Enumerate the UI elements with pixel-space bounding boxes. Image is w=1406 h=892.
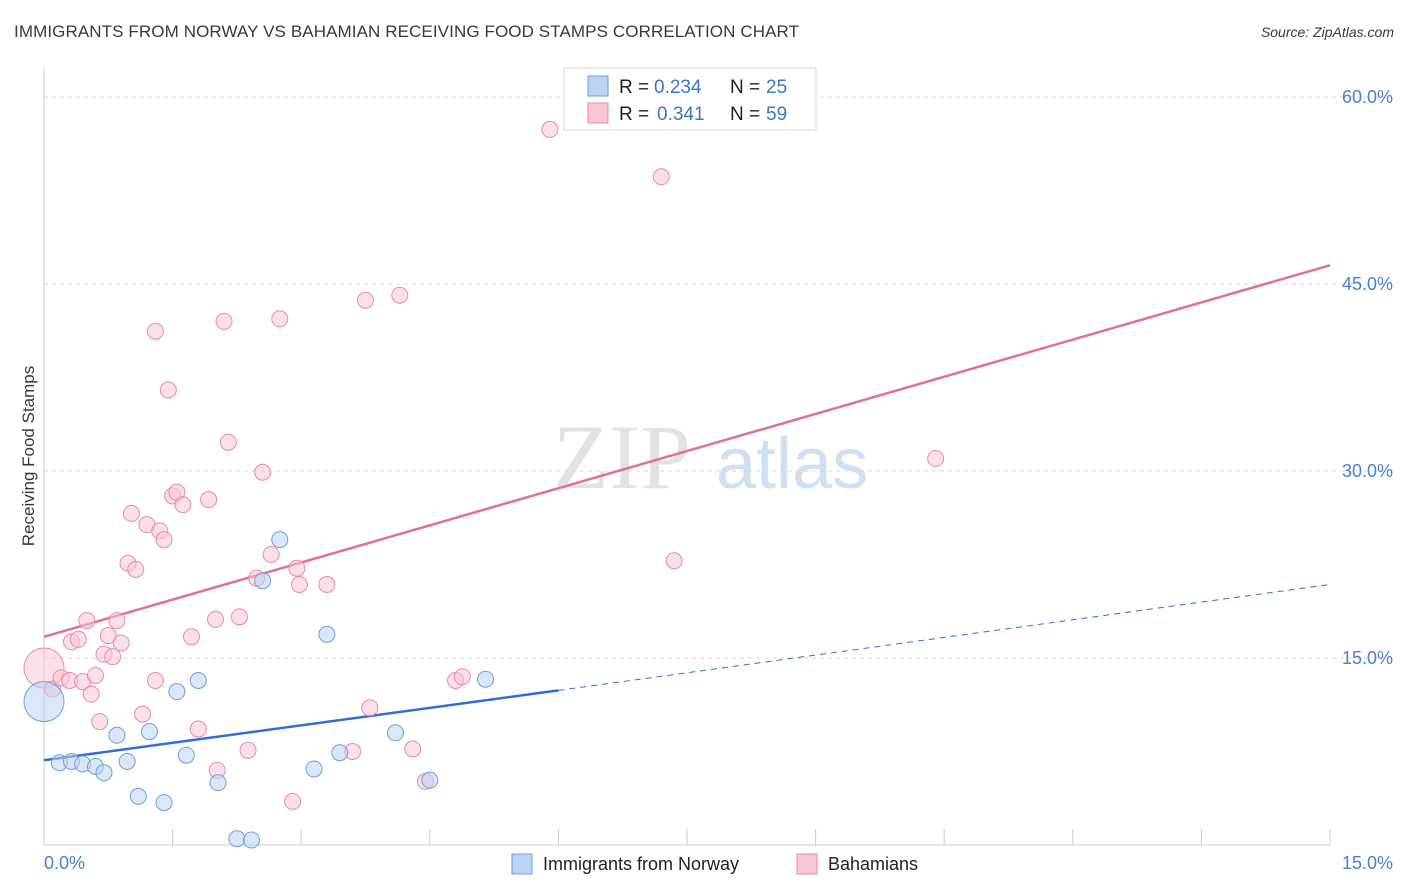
y-tick-label: 60.0%: [1342, 87, 1393, 107]
norway-point: [305, 760, 323, 778]
grid-lines: [44, 96, 1393, 659]
norway-point: [271, 531, 289, 549]
legend-r-label-bahamians: R =: [619, 104, 649, 125]
bahamians-point: [453, 668, 471, 686]
bahamians-point: [82, 685, 100, 703]
source-credit: Source: ZipAtlas.com: [1260, 24, 1394, 40]
bahamians-point: [215, 312, 233, 330]
bahamians-point: [284, 792, 302, 810]
norway-point: [421, 771, 439, 789]
bahamians-point: [219, 433, 237, 451]
norway-point: [331, 744, 349, 762]
norway-point: [23, 681, 65, 723]
norway-point: [140, 723, 158, 741]
legend-r-label-norway: R =: [619, 77, 649, 98]
bahamians-point: [122, 504, 140, 522]
y-tick-labels: 15.0% 30.0% 45.0% 60.0%: [1342, 87, 1393, 668]
norway-point: [189, 671, 207, 689]
bahamians-point: [86, 666, 104, 684]
legend-n-value-norway: 25: [766, 77, 787, 98]
legend-swatch-norway: [587, 75, 609, 97]
data-points: [23, 120, 945, 849]
norway-point: [228, 830, 246, 848]
bahamians-point: [112, 634, 130, 652]
norway-point: [477, 670, 495, 688]
bahamians-point: [254, 463, 272, 481]
bahamians-point: [155, 531, 173, 549]
bahamians-point: [541, 120, 559, 138]
legend-r-value-bahamians: 0.341: [657, 104, 705, 125]
y-axis-title: Receiving Food Stamps: [19, 366, 38, 546]
bahamians-point: [206, 610, 224, 628]
norway-point: [177, 746, 195, 764]
bottom-legend-label-bahamians: Bahamians: [828, 854, 918, 874]
legend-n-label-norway: N =: [730, 77, 760, 98]
x-tick-label-min: 0.0%: [44, 853, 85, 873]
bahamians-point: [230, 608, 248, 626]
legend-n-value-bahamians: 59: [766, 104, 787, 125]
bahamians-point: [159, 381, 177, 399]
legend-n-label-bahamians: N =: [730, 104, 760, 125]
y-tick-label: 30.0%: [1342, 461, 1393, 481]
bahamians-point: [78, 612, 96, 630]
bahamians-point: [665, 552, 683, 570]
bahamians-point: [391, 286, 409, 304]
y-tick-label: 15.0%: [1342, 648, 1393, 668]
norway-point: [318, 625, 336, 643]
norway-point: [129, 787, 147, 805]
bahamians-point: [182, 628, 200, 646]
bahamians-point: [652, 168, 670, 186]
norway-point: [254, 572, 272, 590]
chart-title: IMMIGRANTS FROM NORWAY VS BAHAMIAN RECEI…: [14, 22, 800, 41]
bahamians-point: [239, 741, 257, 759]
bahamians-point: [174, 496, 192, 514]
bottom-legend-swatch-norway: [511, 853, 533, 875]
bahamians-point: [69, 630, 87, 648]
bottom-legend: Immigrants from Norway Bahamians: [511, 853, 918, 875]
norway-point: [242, 831, 260, 849]
norway-point: [108, 726, 126, 744]
bahamians-point: [99, 627, 117, 645]
x-tick-label-max: 15.0%: [1342, 853, 1393, 873]
bahamians-point: [290, 575, 308, 593]
watermark-atlas: atlas: [716, 424, 868, 504]
bahamians-point: [108, 612, 126, 630]
bahamians-point: [104, 648, 122, 666]
norway-point: [155, 794, 173, 812]
legend-box: R = 0.234 N = 25 R = 0.341 N = 59: [563, 67, 817, 131]
bahamians-point: [288, 559, 306, 577]
legend-r-value-norway: 0.234: [654, 77, 702, 98]
legend-swatch-bahamians: [587, 102, 609, 124]
bahamians-point: [127, 560, 145, 578]
bahamians-point: [134, 705, 152, 723]
bahamians-point: [146, 671, 164, 689]
bahamians-point: [262, 546, 280, 564]
bahamians-point: [189, 720, 207, 738]
bottom-legend-label-norway: Immigrants from Norway: [543, 854, 739, 874]
norway-point: [209, 774, 227, 792]
bahamians-point: [146, 322, 164, 340]
trend-line-bahamians: [43, 264, 1331, 639]
norway-point: [118, 752, 136, 770]
bahamians-point: [404, 740, 422, 758]
bahamians-point: [271, 310, 289, 328]
norway-point: [387, 724, 405, 742]
norway-point: [95, 764, 113, 782]
bahamians-point: [91, 713, 109, 731]
bahamians-point: [357, 291, 374, 309]
y-tick-label: 45.0%: [1342, 274, 1393, 294]
bottom-legend-swatch-bahamians: [796, 853, 818, 875]
bahamians-point: [318, 575, 336, 593]
norway-point: [168, 683, 186, 701]
trend-lines: [43, 264, 1331, 762]
trend-line-norway-extrapolated: [558, 583, 1331, 691]
trend-line-norway: [43, 689, 559, 762]
bahamians-point: [927, 450, 945, 468]
bahamians-point: [200, 491, 218, 509]
bahamians-point: [361, 699, 379, 717]
